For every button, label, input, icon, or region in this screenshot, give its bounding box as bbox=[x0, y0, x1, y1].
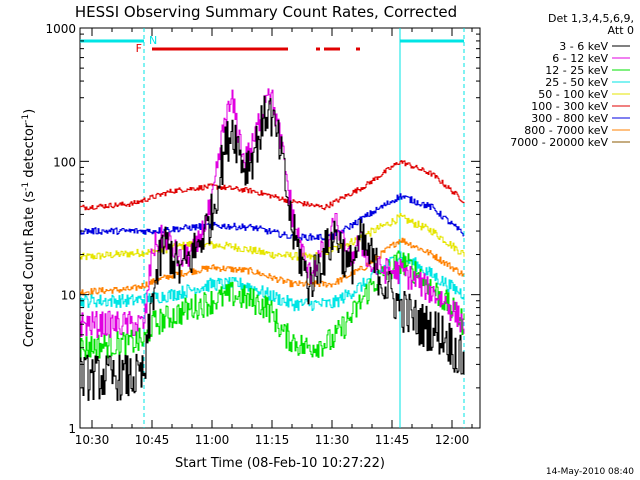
x-tick-label: 11:30 bbox=[315, 433, 350, 447]
legend-entry-label: 6 - 12 keV bbox=[552, 52, 608, 65]
x-tick-label: 11:45 bbox=[375, 433, 410, 447]
y-axis-label: Corrected Count Rate (s-1 detector-1) bbox=[21, 109, 37, 347]
x-axis-label: Start Time (08-Feb-10 10:27:22) bbox=[175, 456, 385, 471]
legend-entry-label: 300 - 800 keV bbox=[531, 112, 608, 125]
chart-title: HESSI Observing Summary Count Rates, Cor… bbox=[75, 3, 457, 21]
series-line-1 bbox=[80, 88, 465, 338]
axes: 10:30 10:45 11:00 11:15 11:30 11:45 12:00 1 10 10… bbox=[45, 22, 480, 447]
series-line-4 bbox=[80, 213, 465, 261]
y-tick-label: 100 bbox=[53, 155, 76, 169]
legend-entry-label: 800 - 7000 keV bbox=[524, 124, 608, 137]
x-tick-label: 10:45 bbox=[135, 433, 170, 447]
flag-label-flare: F bbox=[136, 42, 142, 55]
legend-entry-label: 25 - 50 keV bbox=[545, 76, 608, 89]
y-tick-label: 10 bbox=[61, 289, 76, 303]
series-line-7 bbox=[80, 237, 465, 296]
x-tick-label: 10:30 bbox=[75, 433, 110, 447]
series-line-3 bbox=[80, 251, 465, 312]
legend-header-line1: Det 1,3,4,5,6,9, bbox=[548, 12, 634, 25]
x-tick-label: 12:00 bbox=[435, 433, 470, 447]
y-tick-label: 1000 bbox=[45, 22, 76, 36]
timestamp: 14-May-2010 08:40 bbox=[546, 467, 634, 477]
flag-label-night: N bbox=[149, 34, 157, 47]
y-tick-label: 1 bbox=[68, 422, 76, 436]
x-tick-label: 11:15 bbox=[255, 433, 290, 447]
series-line-6 bbox=[80, 193, 465, 241]
legend-entry-label: 7000 - 20000 keV bbox=[510, 136, 608, 149]
flag-layer: NF bbox=[80, 28, 465, 428]
legend-entry-label: 12 - 25 keV bbox=[545, 64, 608, 77]
series-layer bbox=[80, 88, 465, 401]
series-line-2 bbox=[80, 250, 465, 359]
series-line-0 bbox=[80, 95, 465, 401]
legend-header-line2: Att 0 bbox=[608, 24, 634, 37]
plot-frame bbox=[79, 27, 481, 429]
series-line-5 bbox=[80, 160, 465, 211]
legend-entry-label: 50 - 100 keV bbox=[538, 88, 608, 101]
x-tick-label: 11:00 bbox=[195, 433, 230, 447]
legend-entry-label: 100 - 300 keV bbox=[531, 100, 608, 113]
legend-entry-label: 3 - 6 keV bbox=[559, 40, 608, 53]
